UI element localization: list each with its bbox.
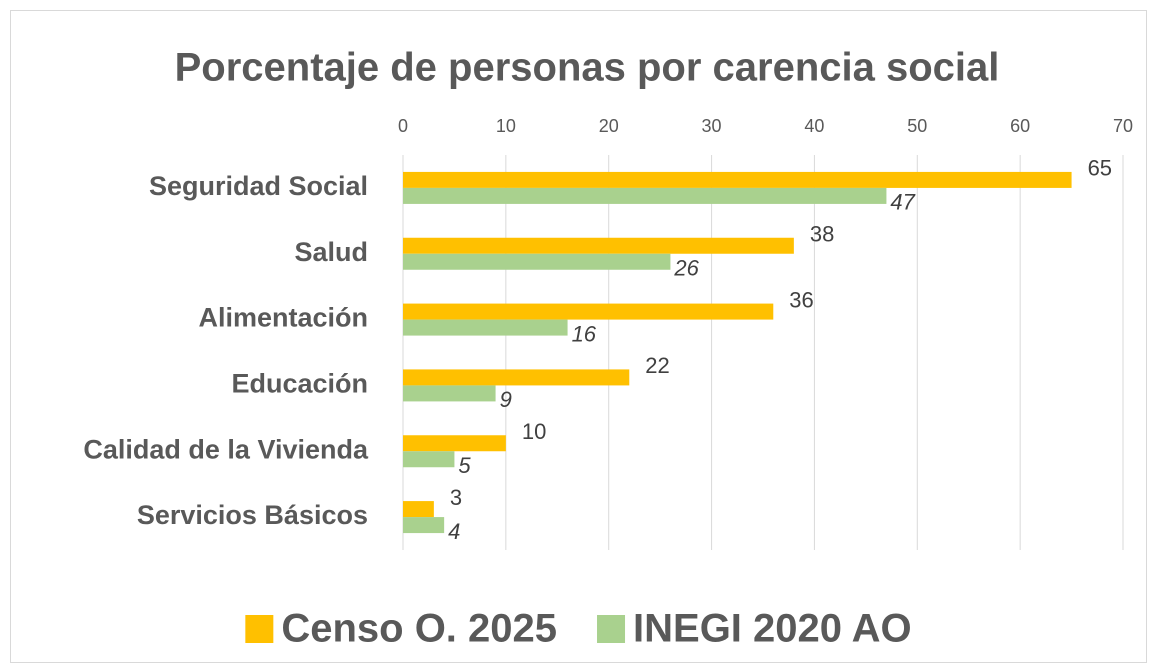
bar — [403, 501, 434, 518]
value-label: 5 — [458, 453, 471, 478]
value-label: 22 — [645, 353, 669, 378]
value-label: 3 — [450, 485, 462, 510]
x-tick-label: 10 — [496, 116, 516, 136]
bar — [403, 369, 630, 386]
legend-swatch — [597, 615, 626, 643]
y-tick-label: Servicios Básicos — [137, 500, 368, 530]
bar — [403, 451, 455, 468]
bar — [403, 517, 445, 534]
y-tick-label: Salud — [294, 237, 368, 267]
x-tick-label: 60 — [1010, 116, 1030, 136]
x-tick-label: 20 — [599, 116, 619, 136]
x-tick-label: 40 — [804, 116, 824, 136]
bar — [403, 253, 671, 270]
x-tick-label: 30 — [702, 116, 722, 136]
value-label: 65 — [1088, 156, 1112, 181]
value-label: 26 — [673, 256, 699, 281]
bar — [403, 319, 568, 336]
x-tick-label: 0 — [398, 116, 408, 136]
bar — [403, 171, 1072, 188]
x-tick-label: 50 — [907, 116, 927, 136]
value-label: 36 — [789, 287, 813, 312]
legend-label: INEGI 2020 AO — [633, 607, 912, 651]
y-tick-label: Seguridad Social — [149, 171, 368, 201]
value-label: 47 — [890, 190, 915, 215]
bar — [403, 385, 496, 402]
value-label: 10 — [522, 419, 546, 444]
value-label: 9 — [500, 387, 512, 412]
bar — [403, 435, 506, 452]
y-tick-label: Calidad de la Vivienda — [83, 434, 369, 464]
value-label: 4 — [448, 519, 460, 544]
chart-title: Porcentaje de personas por carencia soci… — [175, 46, 1000, 90]
bar — [403, 303, 774, 320]
y-tick-label: Educación — [231, 369, 368, 399]
legend-label: Censo O. 2025 — [281, 607, 557, 651]
value-label: 16 — [572, 321, 597, 346]
x-tick-label: 70 — [1113, 116, 1133, 136]
legend-swatch — [245, 615, 274, 643]
bar — [403, 187, 887, 204]
bar — [403, 237, 794, 254]
value-label: 38 — [810, 222, 834, 247]
chart-frame — [10, 10, 1147, 663]
y-tick-label: Alimentación — [198, 303, 368, 333]
